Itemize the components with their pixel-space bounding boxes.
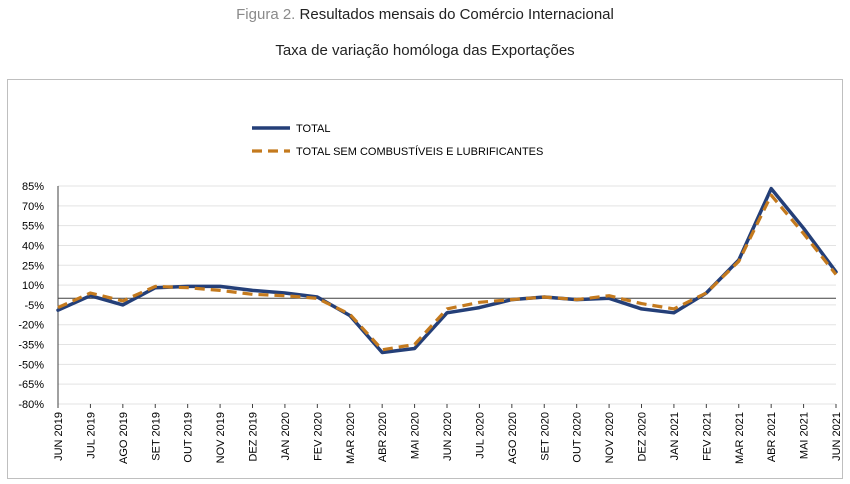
- y-tick-label: 40%: [22, 240, 44, 252]
- data-point: [803, 233, 804, 234]
- data-point: [479, 302, 480, 303]
- data-point: [414, 348, 415, 349]
- data-point: [349, 314, 350, 315]
- data-point: [252, 294, 253, 295]
- gridlines: [58, 185, 836, 405]
- data-point: [641, 303, 642, 304]
- data-point: [608, 295, 609, 296]
- x-tick-label: MAR 2020: [345, 412, 357, 464]
- x-tick-label: MAR 2021: [734, 412, 746, 464]
- data-point: [122, 304, 123, 305]
- y-tick-label: -35%: [18, 340, 44, 352]
- data-point: [738, 261, 739, 262]
- x-tick-label: JAN 2021: [669, 412, 681, 460]
- data-point: [317, 296, 318, 297]
- data-point: [90, 292, 91, 293]
- data-point: [446, 312, 447, 313]
- legend-label: TOTAL SEM COMBUSTÍVEIS E LUBRIFICANTES: [296, 145, 543, 158]
- y-tick-label: -5%: [24, 300, 44, 312]
- x-tick-label: JUN 2020: [442, 412, 454, 461]
- data-point: [187, 287, 188, 288]
- series-line-total-sem-combustiveis: [57, 193, 838, 352]
- data-point: [155, 286, 156, 287]
- series-lines: [56, 186, 838, 355]
- data-point: [771, 188, 772, 189]
- y-tick-label: -80%: [18, 399, 44, 411]
- x-tick-label: ABR 2020: [377, 412, 389, 462]
- figure-label: Figura 2.: [236, 6, 296, 23]
- x-tick-label: SET 2019: [150, 412, 162, 461]
- data-point: [511, 299, 512, 300]
- data-point: [317, 298, 318, 299]
- chart-subtitle: Taxa de variação homóloga das Exportaçõe…: [275, 42, 575, 59]
- x-tick-label: DEZ 2019: [248, 412, 260, 462]
- figure-title: Figura 2. Resultados mensais do Comércio…: [0, 6, 850, 23]
- data-point: [641, 308, 642, 309]
- x-tick-label: JUL 2020: [474, 412, 486, 459]
- legend: TOTAL TOTAL SEM COMBUSTÍVEIS E LUBRIFICAN…: [252, 123, 543, 158]
- y-tick-label: 55%: [22, 221, 44, 233]
- x-tick-label: OUT 2020: [572, 412, 584, 463]
- y-tick-label: 85%: [22, 181, 44, 193]
- data-point: [284, 292, 285, 293]
- data-point: [771, 195, 772, 196]
- data-point: [284, 295, 285, 296]
- chart-frame: [7, 79, 843, 479]
- data-point: [576, 299, 577, 300]
- y-tick-label: 10%: [22, 280, 44, 292]
- data-point: [706, 292, 707, 293]
- x-tick-label: FEV 2021: [701, 412, 713, 461]
- x-tick-label: JAN 2020: [280, 412, 292, 460]
- data-point: [835, 274, 836, 275]
- data-point: [382, 352, 383, 353]
- data-point: [414, 344, 415, 345]
- data-point: [122, 300, 123, 301]
- data-point: [446, 308, 447, 309]
- y-tick-label: -65%: [18, 379, 44, 391]
- y-tick-label: 25%: [22, 260, 44, 272]
- data-point: [673, 312, 674, 313]
- data-point: [803, 228, 804, 229]
- x-tick-label: JUL 2019: [85, 412, 97, 459]
- x-tick-label: JUN 2021: [831, 412, 843, 461]
- x-tick-label: MAI 2021: [799, 412, 811, 459]
- legend-label: TOTAL: [296, 123, 330, 135]
- x-tick-label: OUT 2019: [183, 412, 195, 463]
- x-tick-label: DEZ 2020: [637, 412, 649, 462]
- data-point: [57, 310, 58, 311]
- x-tick-label: AGO 2019: [118, 412, 130, 464]
- data-point: [673, 308, 674, 309]
- data-point: [90, 295, 91, 296]
- y-tick-label: -50%: [18, 359, 44, 371]
- data-point: [252, 290, 253, 291]
- data-point: [219, 290, 220, 291]
- data-point: [219, 286, 220, 287]
- axes: 85% 70% 55% 40% 25% 10% -5% -20% -35% -50% -65% -80…: [18, 181, 843, 464]
- x-tick-label: FEV 2020: [312, 412, 324, 461]
- x-tick-label: NOV 2019: [215, 412, 227, 463]
- y-tick-label: -20%: [18, 320, 44, 332]
- x-tick-label: MAI 2020: [410, 412, 422, 459]
- figure-title-text: Resultados mensais do Comércio Internaci…: [299, 6, 614, 23]
- data-point: [479, 307, 480, 308]
- series-line-total: [56, 186, 838, 355]
- x-tick-label: SET 2020: [539, 412, 551, 461]
- data-point: [382, 349, 383, 350]
- y-tick-label: 70%: [22, 201, 44, 213]
- data-point: [608, 298, 609, 299]
- x-tick-label: NOV 2020: [604, 412, 616, 463]
- data-point: [57, 307, 58, 308]
- x-tick-label: JUN 2019: [53, 412, 65, 461]
- data-point: [544, 296, 545, 297]
- x-tick-label: AGO 2020: [507, 412, 519, 464]
- x-tick-label: ABR 2021: [766, 412, 778, 462]
